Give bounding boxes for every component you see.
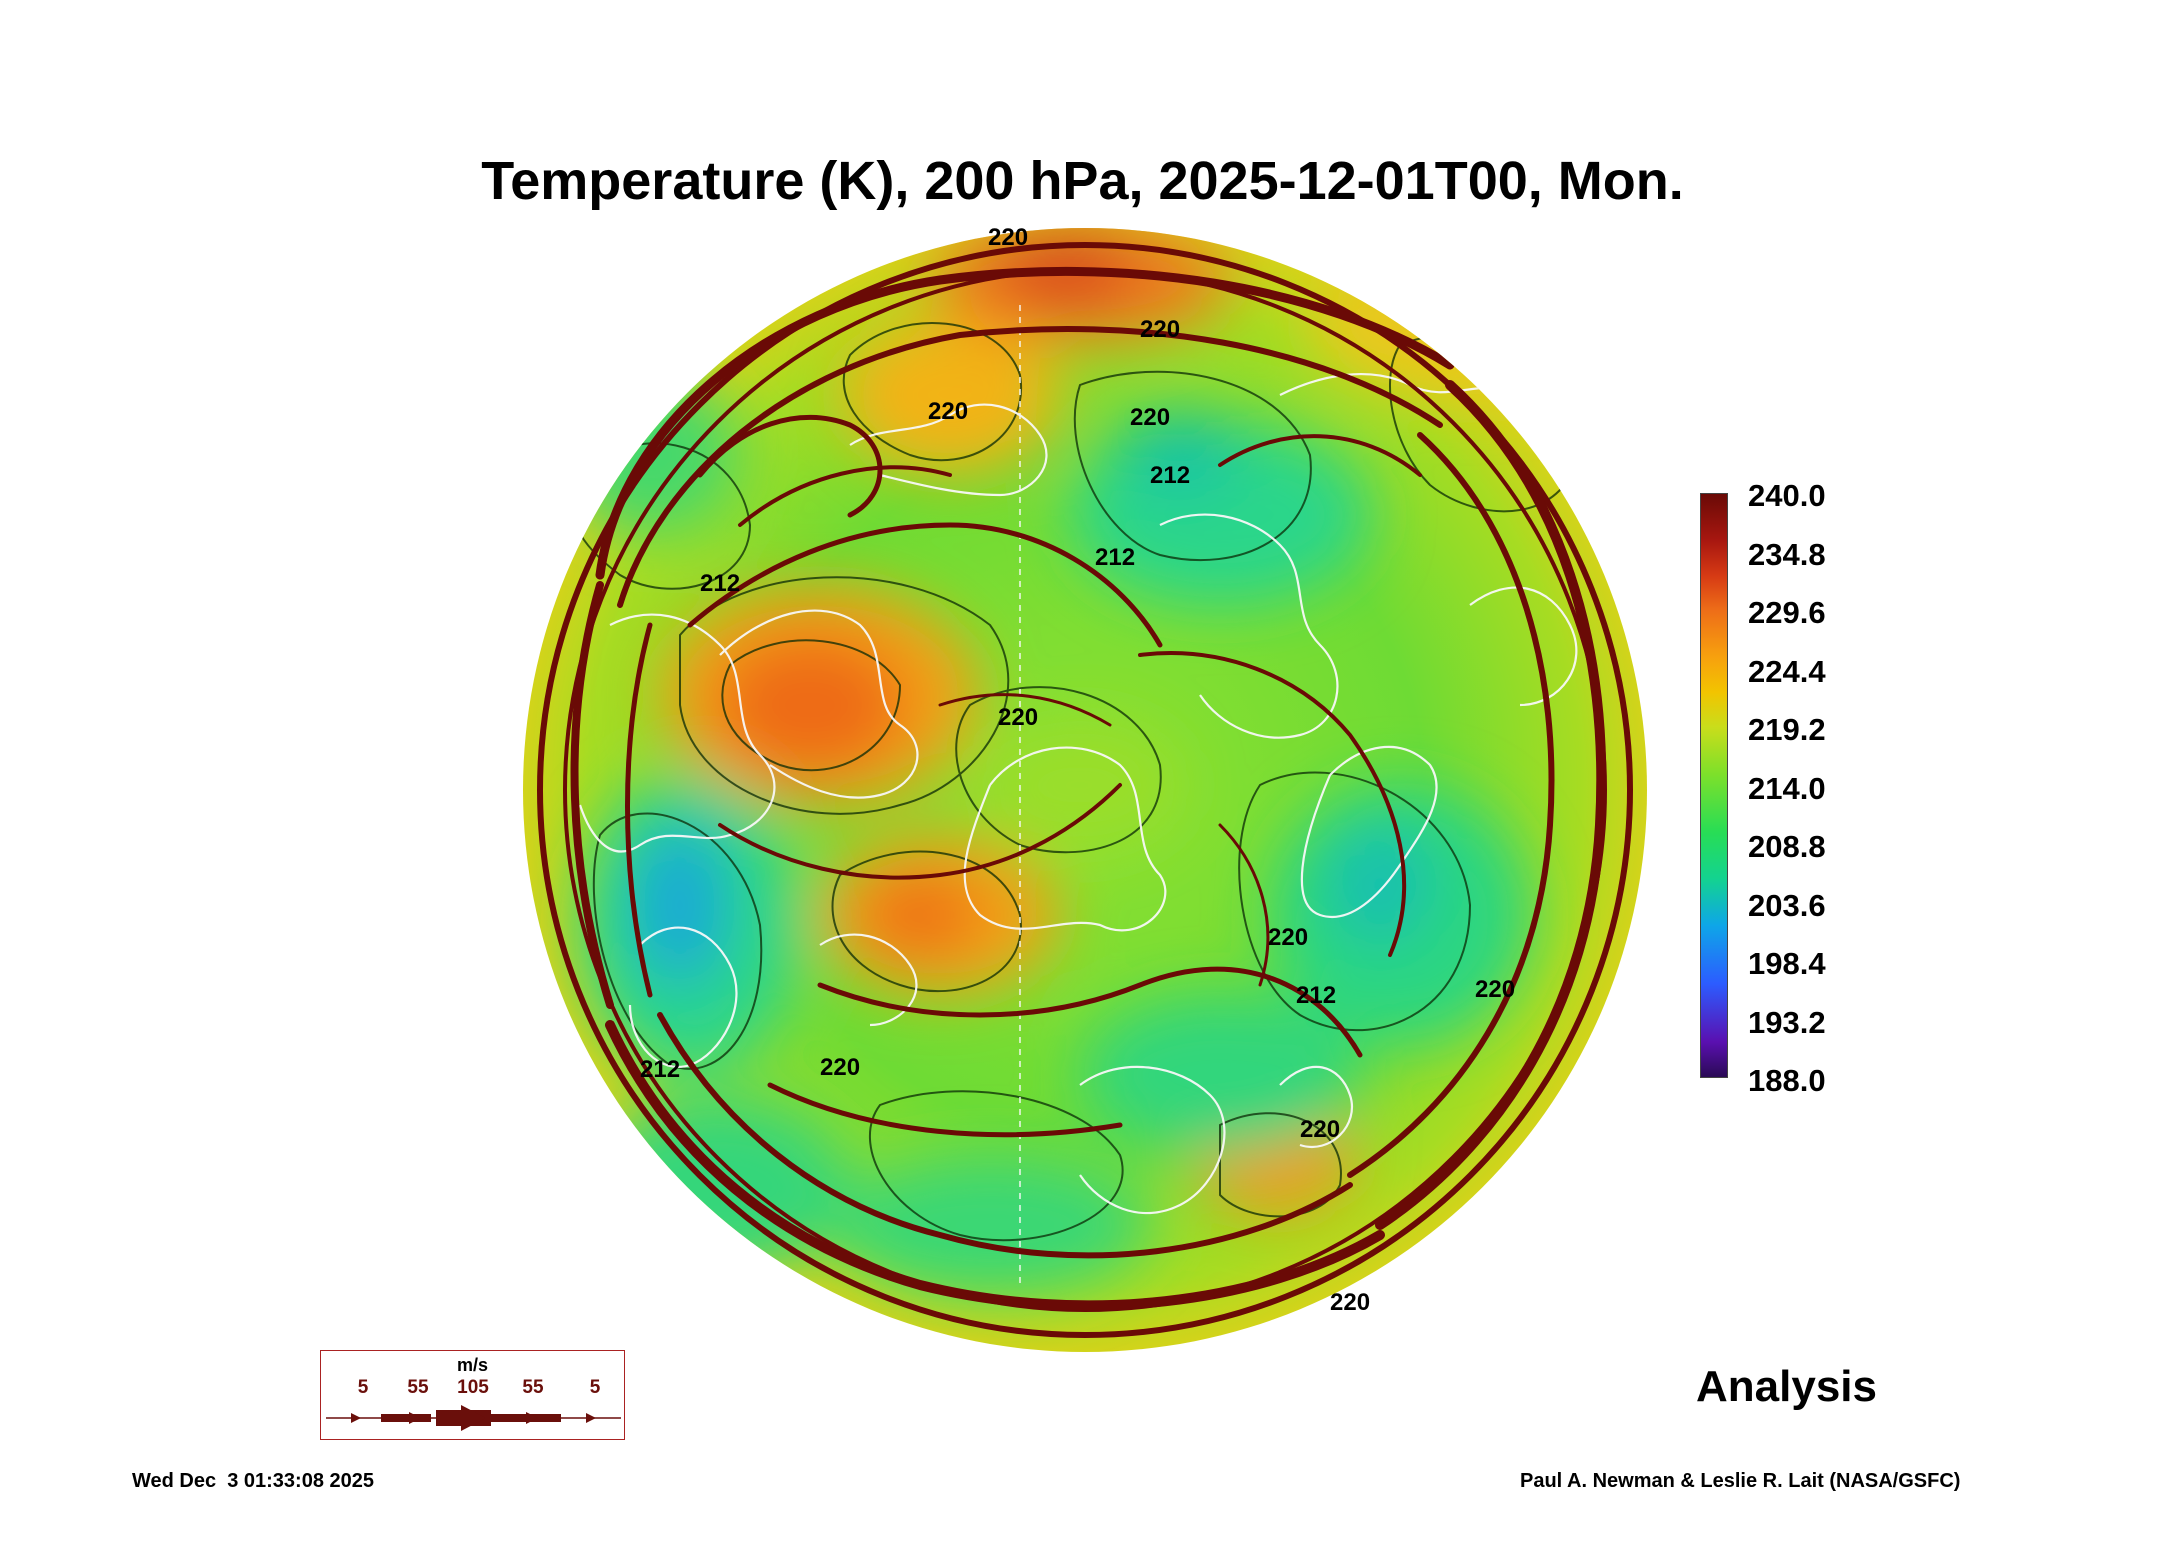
wind-speed-label: 5 — [357, 1377, 369, 1398]
wind-streamlines — [537, 242, 1633, 1338]
colorbar-label: 224.4 — [1748, 653, 1826, 689]
contour-label: 212 — [1095, 544, 1135, 571]
contour-label: 220 — [1130, 404, 1170, 431]
colorbar-label: 198.4 — [1748, 946, 1826, 981]
colorbar-labels: 240.0 234.8 229.6 224.4 219.2 214.0 208.… — [1748, 478, 1888, 1098]
analysis-label: Analysis — [1696, 1362, 1877, 1411]
colorbar-label: 193.2 — [1748, 1004, 1826, 1040]
colorbar-label: 214.0 — [1748, 770, 1826, 806]
contour-label: 212 — [640, 1056, 680, 1083]
map-title: Temperature (K), 200 hPa, 2025-12-01T00,… — [481, 151, 1684, 211]
colorbar-label: 219.2 — [1748, 712, 1826, 747]
polar-temperature-map: 220 220 220 220 220 220 212 212 212 212 … — [520, 225, 1650, 1355]
contour-label: 220 — [928, 398, 968, 425]
contour-label: 220 — [1268, 924, 1308, 951]
colorbar-label: 208.8 — [1748, 829, 1826, 864]
timestamp: Wed Dec 3 01:33:08 2025 — [132, 1470, 375, 1492]
contour-label: 220 — [1300, 1116, 1340, 1143]
wind-speed-arrow — [326, 1405, 621, 1431]
colorbar-label: 229.6 — [1748, 595, 1826, 630]
colorbar-label: 240.0 — [1748, 478, 1826, 513]
contour-label-group: 220 220 220 220 220 220 212 212 212 212 … — [640, 225, 1515, 1316]
contour-label: 220 — [1140, 316, 1180, 343]
wind-speed-label: 5 — [589, 1377, 601, 1398]
wind-speed-legend: m/s 5 55 105 55 5 — [320, 1350, 625, 1440]
wind-unit: m/s — [456, 1355, 489, 1375]
temperature-contours — [571, 321, 1582, 1242]
colorbar-label: 203.6 — [1748, 887, 1826, 923]
contour-label: 212 — [1296, 982, 1336, 1009]
coastlines — [578, 305, 1578, 1285]
map-canvas: 220 220 220 220 220 220 212 212 212 212 … — [523, 225, 1647, 1352]
contour-label: 220 — [820, 1054, 860, 1081]
colorbar-label: 234.8 — [1748, 536, 1826, 572]
temperature-field — [523, 228, 1647, 1352]
credit: Paul A. Newman & Leslie R. Lait (NASA/GS… — [1520, 1470, 1961, 1492]
temperature-colorbar — [1700, 493, 1728, 1078]
contour-label: 220 — [998, 704, 1038, 731]
colorbar-label: 188.0 — [1748, 1063, 1826, 1098]
wind-speed-label: 105 — [457, 1377, 489, 1398]
contour-label: 212 — [1150, 462, 1190, 489]
contour-label: 212 — [700, 570, 740, 597]
contour-label: 220 — [1330, 1289, 1370, 1316]
contour-label: 220 — [988, 225, 1028, 251]
wind-speed-label: 55 — [407, 1377, 429, 1398]
wind-speed-label: 55 — [522, 1377, 544, 1398]
contour-label: 220 — [1475, 976, 1515, 1003]
